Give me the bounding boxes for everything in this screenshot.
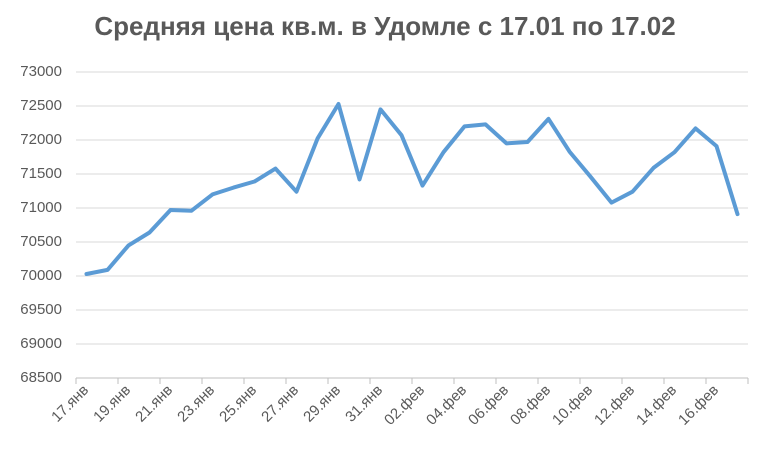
x-tick-label: 14.фев <box>633 382 680 429</box>
x-tick-label: 23.янв <box>174 382 218 426</box>
x-tick-label: 08.фев <box>507 382 554 429</box>
x-tick-label: 10.фев <box>549 382 596 429</box>
x-tick-label: 25.янв <box>216 382 260 426</box>
x-tick-label: 17.янв <box>48 382 92 426</box>
y-tick-label: 71000 <box>20 199 62 216</box>
x-tick-label: 21.янв <box>132 382 176 426</box>
y-tick-label: 68500 <box>20 369 62 386</box>
chart-title: Средняя цена кв.м. в Удомле с 17.01 по 1… <box>94 11 675 41</box>
y-tick-label: 70000 <box>20 267 62 284</box>
y-tick-label: 69000 <box>20 335 62 352</box>
x-tick-label: 19.янв <box>90 382 134 426</box>
series-line <box>84 102 740 276</box>
y-tick-label: 72500 <box>20 97 62 114</box>
y-tick-label: 70500 <box>20 233 62 250</box>
x-tick-label: 12.фев <box>591 382 638 429</box>
y-tick-label: 73000 <box>20 63 62 80</box>
x-tick-label: 27.янв <box>258 382 302 426</box>
y-tick-label: 71500 <box>20 165 62 182</box>
x-tick-label: 06.фев <box>465 382 512 429</box>
y-tick-label: 69500 <box>20 301 62 318</box>
y-tick-label: 72000 <box>20 131 62 148</box>
x-tick-label: 04.фев <box>423 382 470 429</box>
x-tick-label: 16.фев <box>675 382 722 429</box>
x-tick-label: 02.фев <box>381 382 428 429</box>
x-tick-label: 31.янв <box>342 382 386 426</box>
x-tick-label: 29.янв <box>300 382 344 426</box>
